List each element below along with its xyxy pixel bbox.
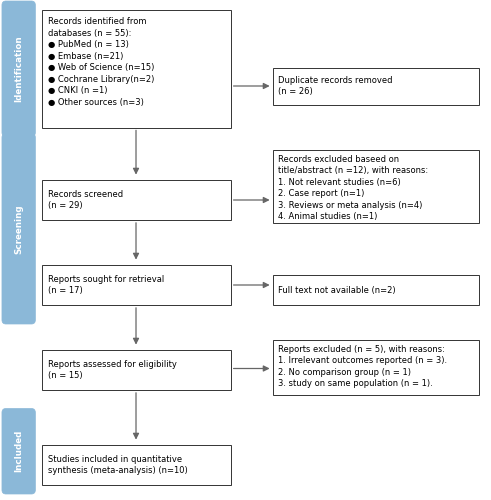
Text: Reports assessed for eligibility
(n = 15): Reports assessed for eligibility (n = 15…	[48, 360, 176, 380]
Text: Included: Included	[14, 430, 23, 472]
Text: Duplicate records removed
(n = 26): Duplicate records removed (n = 26)	[278, 76, 393, 96]
Text: Full text not available (n=2): Full text not available (n=2)	[278, 286, 396, 294]
FancyBboxPatch shape	[273, 68, 479, 105]
FancyBboxPatch shape	[42, 10, 231, 128]
FancyBboxPatch shape	[273, 340, 479, 395]
Text: Reports excluded (n = 5), with reasons:
1. Irrelevant outcomes reported (n = 3).: Reports excluded (n = 5), with reasons: …	[278, 345, 447, 389]
Text: Identification: Identification	[14, 36, 23, 102]
Text: Screening: Screening	[14, 204, 23, 254]
FancyBboxPatch shape	[2, 1, 35, 136]
Text: Records excluded baseed on
title/abstract (n =12), with reasons:
1. Not relevant: Records excluded baseed on title/abstrac…	[278, 155, 429, 221]
Text: Reports sought for retrieval
(n = 17): Reports sought for retrieval (n = 17)	[48, 275, 164, 295]
FancyBboxPatch shape	[42, 445, 231, 485]
Text: Records screened
(n = 29): Records screened (n = 29)	[48, 190, 123, 210]
Text: Studies included in quantitative
synthesis (meta-analysis) (n=10): Studies included in quantitative synthes…	[48, 455, 188, 475]
FancyBboxPatch shape	[273, 150, 479, 222]
Text: Records identified from
databases (n = 55):
● PubMed (n = 13)
● Embase (n=21)
● : Records identified from databases (n = 5…	[48, 18, 154, 106]
FancyBboxPatch shape	[42, 350, 231, 390]
FancyBboxPatch shape	[42, 265, 231, 305]
FancyBboxPatch shape	[273, 275, 479, 305]
FancyBboxPatch shape	[42, 180, 231, 220]
FancyBboxPatch shape	[2, 134, 35, 324]
FancyBboxPatch shape	[2, 408, 35, 494]
